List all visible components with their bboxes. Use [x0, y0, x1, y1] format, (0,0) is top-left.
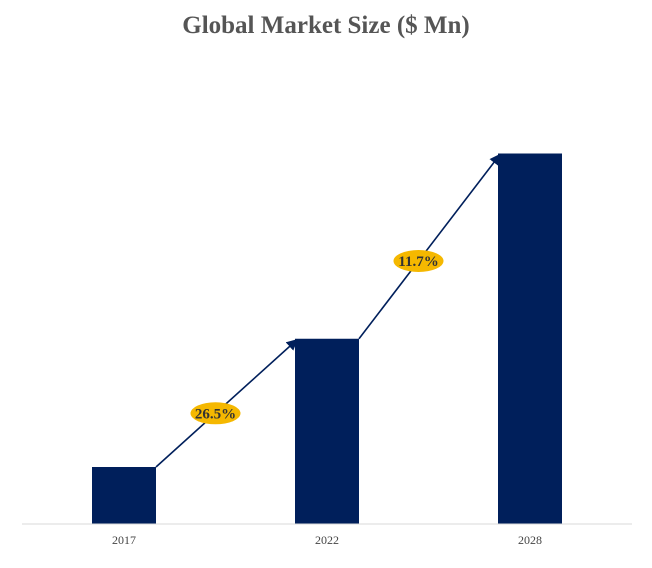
chart-title: Global Market Size ($ Mn) [182, 12, 470, 39]
cagr-badge-1: 26.5% [190, 402, 241, 425]
cagr-badge-background [393, 249, 444, 272]
bar-2028 [498, 153, 562, 524]
x-tick-label-2022: 2022 [315, 533, 339, 547]
cagr-badge-2: 11.7% [393, 249, 444, 272]
growth-arrow-1 [155, 338, 298, 468]
bar-2017 [92, 467, 156, 524]
cagr-badge-background [190, 402, 241, 425]
cagr-badge-label: 26.5% [195, 406, 236, 422]
bar-2022 [295, 338, 359, 524]
growth-arrow-2 [358, 153, 501, 340]
cagr-badge-label: 11.7% [398, 254, 438, 270]
x-tick-label-2028: 2028 [518, 533, 542, 547]
x-tick-label-2017: 2017 [112, 533, 136, 547]
